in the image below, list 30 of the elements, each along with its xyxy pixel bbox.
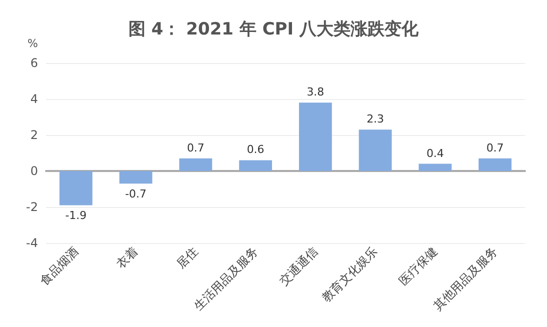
bar <box>119 171 152 184</box>
data-label: 0.4 <box>426 146 444 160</box>
x-tick-label: 食品烟酒 <box>37 244 81 288</box>
data-label: 0.7 <box>186 141 204 154</box>
bar <box>59 171 92 206</box>
x-tick-label: 交通通信 <box>276 244 320 288</box>
bar <box>239 160 272 171</box>
chart-title: 图 4： 2021 年 CPI 八大类涨跌变化 <box>128 20 420 40</box>
x-tick-label: 医疗保健 <box>396 244 440 288</box>
y-axis-title: % <box>28 37 38 50</box>
data-label: 0.7 <box>486 141 504 154</box>
data-label: 3.8 <box>306 86 324 99</box>
y-tick-label: 6 <box>30 56 38 70</box>
x-tick-label: 教育文化娱乐 <box>319 244 380 305</box>
bar <box>358 130 392 171</box>
data-label: 2.3 <box>366 112 384 126</box>
bar <box>478 158 512 171</box>
bar <box>298 102 332 171</box>
x-tick-label: 衣着 <box>114 244 141 271</box>
data-label: -0.7 <box>125 188 147 201</box>
bar <box>179 158 212 171</box>
y-tick-label: 0 <box>30 164 38 178</box>
y-tick-label: 4 <box>30 92 38 106</box>
y-tick-label: -2 <box>26 200 38 214</box>
data-label: -1.9 <box>65 209 87 222</box>
x-tick-label: 居住 <box>174 244 201 271</box>
bar <box>418 164 452 171</box>
y-tick-label: 2 <box>30 128 38 142</box>
data-label: 0.6 <box>246 143 264 156</box>
y-tick-label: -4 <box>26 236 38 250</box>
